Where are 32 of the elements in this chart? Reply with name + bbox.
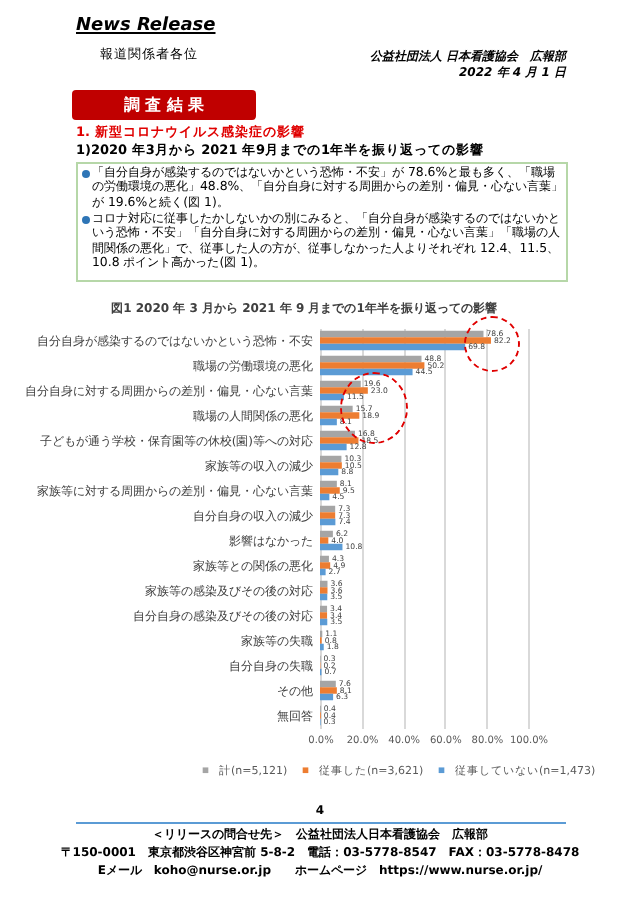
bar <box>320 480 337 488</box>
bar <box>320 418 337 426</box>
bar <box>320 443 347 451</box>
bar <box>320 605 328 613</box>
bar <box>320 568 326 576</box>
text: 調 査 結 果 <box>72 90 256 120</box>
bar <box>320 562 331 569</box>
bar <box>320 587 328 594</box>
bar <box>320 487 340 494</box>
bar <box>320 693 334 701</box>
bar <box>320 412 360 419</box>
bar <box>320 512 336 519</box>
bar <box>320 530 333 538</box>
bar <box>320 543 343 551</box>
bar <box>320 537 329 544</box>
bar <box>320 337 491 344</box>
bar <box>320 462 342 469</box>
bar <box>320 355 422 363</box>
bar <box>320 505 336 513</box>
bar <box>320 362 425 369</box>
bar <box>320 330 484 338</box>
bar <box>320 437 359 444</box>
bar <box>320 343 466 351</box>
bar <box>320 687 337 694</box>
text: News Release <box>76 16 216 38</box>
bar <box>320 555 329 563</box>
bar <box>320 455 342 463</box>
bar <box>320 612 328 619</box>
bar <box>320 387 368 394</box>
bar <box>320 680 336 688</box>
bar <box>320 518 336 526</box>
bar <box>320 468 339 476</box>
